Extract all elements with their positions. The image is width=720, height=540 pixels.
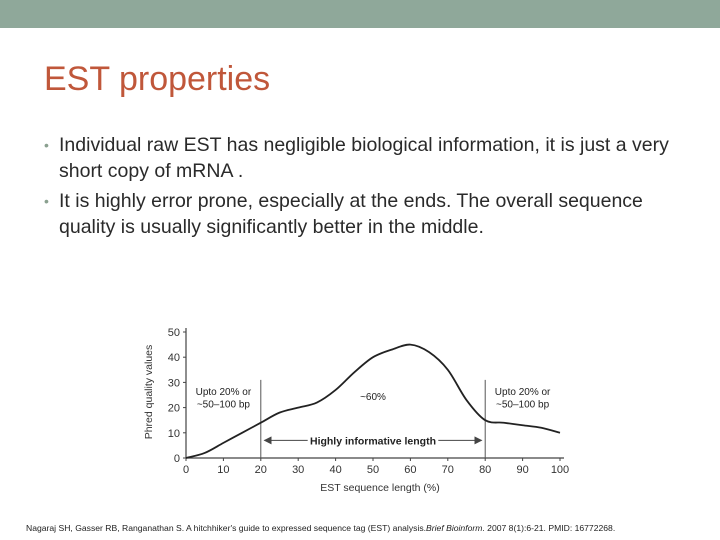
y-tick-label: 30 <box>168 377 180 389</box>
x-tick-label: 20 <box>255 464 267 476</box>
x-tick-label: 70 <box>442 464 454 476</box>
bullet-text: It is highly error prone, especially at … <box>59 190 643 238</box>
citation-journal: Brief Bioinform <box>426 523 483 533</box>
x-tick-label: 50 <box>367 464 379 476</box>
bullet-item: • Individual raw EST has negligible biol… <box>44 132 684 184</box>
bullet-dot-icon: • <box>44 193 49 209</box>
quality-curve <box>185 343 561 459</box>
x-tick-label: 30 <box>292 464 304 476</box>
x-tick-label: 80 <box>479 464 491 476</box>
y-tick-label: 20 <box>168 403 180 415</box>
right-annotation-line2: ~50–100 bp <box>496 400 550 411</box>
bullet-dot-icon: • <box>44 137 49 153</box>
top-accent-bar <box>0 0 720 28</box>
y-tick-label: 0 <box>174 453 180 465</box>
bullet-item: • It is highly error prone, especially a… <box>44 188 684 240</box>
y-tick-label: 40 <box>168 352 180 364</box>
y-tick-label: 50 <box>168 327 180 339</box>
x-axis-label: EST sequence length (%) <box>320 482 439 494</box>
citation-authors: Nagaraj SH, Gasser RB, Ranganathan S. A … <box>26 523 427 533</box>
quality-chart: 0 10 20 30 40 50 0 10 20 30 40 50 60 70 80 90 100 Highly… <box>143 327 569 494</box>
y-axis-label: Phred quality values <box>143 345 155 440</box>
x-tick-label: 100 <box>551 464 569 476</box>
x-tick-label: 10 <box>217 464 229 476</box>
left-annotation-line2: ~50–100 bp <box>197 400 251 411</box>
y-tick-label: 10 <box>168 428 180 440</box>
x-tick-label: 0 <box>183 464 189 476</box>
citation: Nagaraj SH, Gasser RB, Ranganathan S. A … <box>26 523 615 533</box>
x-tick-label: 40 <box>329 464 341 476</box>
left-annotation-line1: Upto 20% or <box>196 387 252 398</box>
bullet-text: Individual raw EST has negligible biolog… <box>59 134 669 182</box>
x-tick-label: 90 <box>516 464 528 476</box>
slide-title: EST properties <box>44 60 271 98</box>
citation-details: . 2007 8(1):6-21. PMID: 16772268. <box>482 523 616 533</box>
middle-annotation: ~60% <box>360 392 386 403</box>
informative-length-label: Highly informative length <box>310 435 436 447</box>
x-tick-label: 60 <box>404 464 416 476</box>
bullet-list: • Individual raw EST has negligible biol… <box>44 132 684 244</box>
right-annotation-line1: Upto 20% or <box>495 387 551 398</box>
